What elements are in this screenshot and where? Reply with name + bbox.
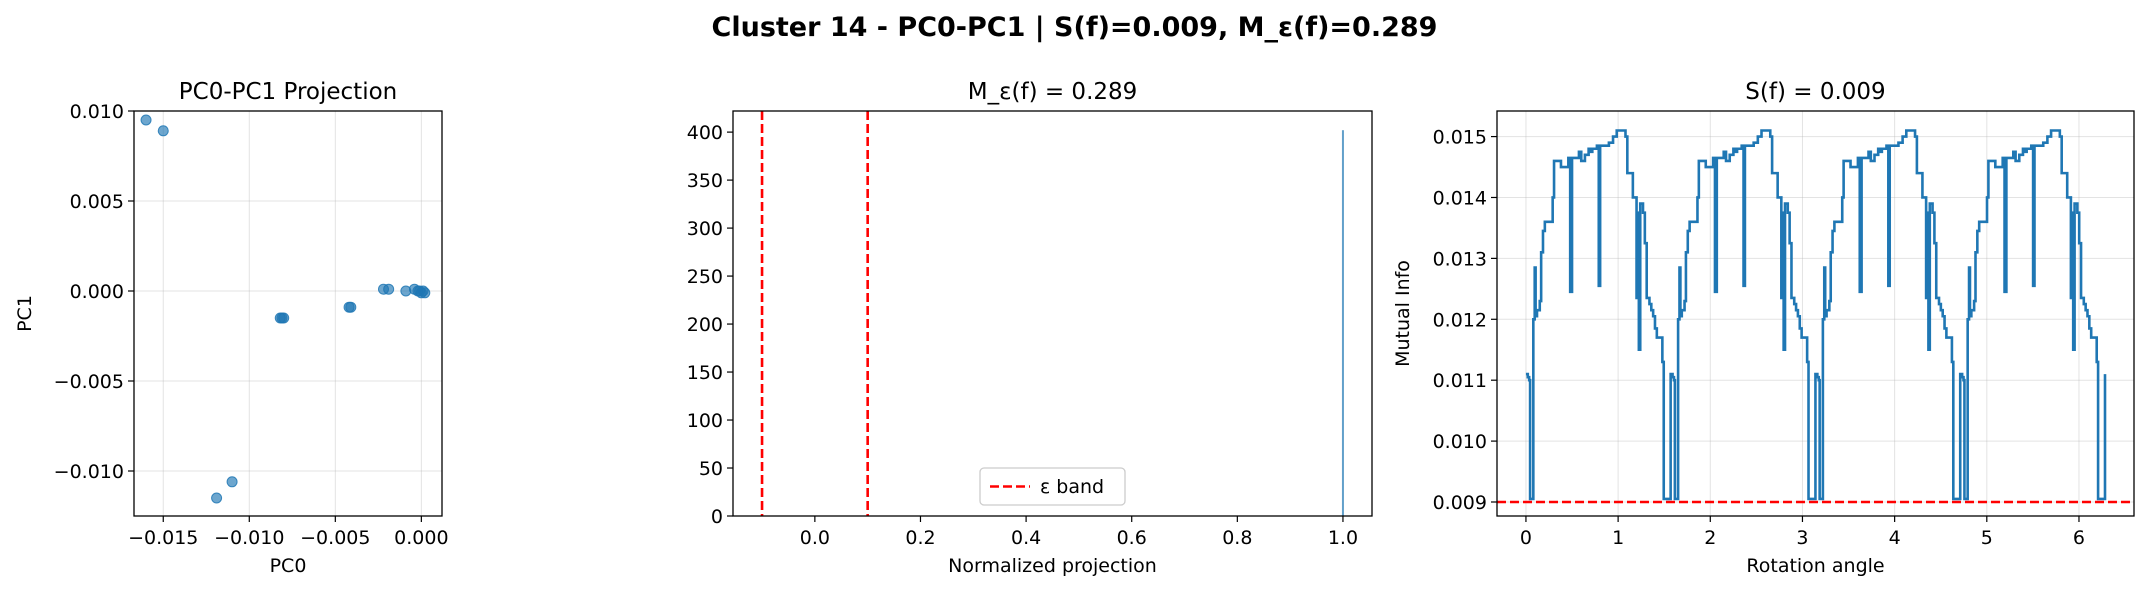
histogram-frame: [732, 110, 1373, 517]
mutual-info-ytick-label: 0.015: [1433, 127, 1487, 149]
mutual-info-frame: [1496, 110, 2135, 517]
scatter-xtick-label: −0.005: [300, 527, 370, 549]
mutual-info-xtick-label: 6: [2073, 527, 2085, 549]
scatter-grid: [134, 110, 442, 516]
scatter-point: [345, 301, 357, 313]
mutual-info-ytick-label: 0.014: [1433, 187, 1487, 209]
scatter-point: [157, 125, 169, 137]
scatter-xtick-label: −0.015: [128, 527, 198, 549]
mutual-info-ytick-label: 0.009: [1433, 492, 1487, 514]
histogram-xtick-label: 1.0: [1328, 527, 1358, 549]
figure-suptitle: Cluster 14 - PC0-PC1 | S(f)=0.009, M_ε(f…: [712, 12, 1438, 43]
scatter-ytick-label: 0.010: [70, 101, 124, 123]
scatter-ticks: −0.015 −0.010 −0.005 0.000 −0.010 −0.005 0.000…: [54, 101, 449, 549]
histogram-xtick-label: 0.6: [1117, 527, 1147, 549]
scatter-xtick-label: −0.010: [214, 527, 284, 549]
scatter-ytick-label: −0.010: [54, 461, 124, 483]
histogram-ytick-label: 50: [699, 458, 723, 480]
mutual-info-ytick-label: 0.013: [1433, 248, 1487, 270]
scatter-point: [140, 114, 152, 126]
legend-box: [979, 467, 1126, 506]
scatter-points: [140, 114, 431, 504]
mutual-info-xtick-label: 3: [1796, 527, 1808, 549]
scatter-xlabel: PC0: [270, 555, 307, 577]
scatter-title: PC0-PC1 Projection: [179, 79, 397, 105]
mutual-info-ticks: 0 1 2 3 4 5 6 0.009 0.010 0.011 0.012 0.013 0.014 0.0…: [1433, 127, 2085, 549]
histogram-ytick-label: 150: [687, 362, 723, 384]
mutual-info-xtick-label: 0: [1520, 527, 1532, 549]
histogram-ytick-label: 100: [687, 410, 723, 432]
histogram-bar: [1341, 130, 1344, 516]
histogram-ytick-label: 300: [687, 218, 723, 240]
mutual-info-ytick-label: 0.011: [1433, 370, 1487, 392]
histogram-ytick-label: 200: [687, 314, 723, 336]
mutual-info-title: S(f) = 0.009: [1745, 79, 1885, 105]
mutual-info-xtick-label: 1: [1612, 527, 1624, 549]
mutual-info-line: [1525, 129, 2107, 501]
mutual-info-xtick-label: 2: [1704, 527, 1716, 549]
mutual-info-panel: S(f) = 0.009 0 1 2 3 4 5 6 0.009 0.010 0.011 0.012…: [1392, 79, 2135, 577]
mutual-info-xtick-label: 5: [1981, 527, 1993, 549]
mutual-info-xtick-label: 4: [1889, 527, 1901, 549]
histogram-ytick-label: 350: [687, 170, 723, 192]
histogram-ytick-label: 400: [687, 122, 723, 144]
scatter-point: [226, 476, 238, 488]
mutual-info-ylabel: Mutual Info: [1392, 260, 1414, 367]
scatter-ytick-label: 0.000: [70, 281, 124, 303]
histogram-title: M_ε(f) = 0.289: [968, 79, 1138, 105]
scatter-ytick-label: −0.005: [54, 371, 124, 393]
scatter-frame: [133, 110, 443, 517]
scatter-xtick-label: 0.000: [394, 527, 448, 549]
scatter-point: [419, 287, 431, 299]
scatter-point: [383, 283, 395, 295]
scatter-point: [211, 492, 223, 504]
histogram-xtick-label: 0.8: [1222, 527, 1252, 549]
histogram-xtick-label: 0.0: [800, 527, 830, 549]
histogram-xtick-label: 0.2: [905, 527, 935, 549]
histogram-xtick-label: 0.4: [1011, 527, 1041, 549]
scatter-ylabel: PC1: [14, 295, 36, 332]
legend-label: ε band: [1040, 476, 1104, 498]
histogram-panel: M_ε(f) = 0.289 0.0 0.2 0.4 0.6 0.8 1.0 0 50 100 1…: [687, 79, 1373, 577]
mutual-info-ytick-label: 0.010: [1433, 431, 1487, 453]
histogram-ytick-label: 0: [711, 506, 723, 528]
histogram-ticks: 0.0 0.2 0.4 0.6 0.8 1.0 0 50 100 150 200 250 300 350 4…: [687, 122, 1358, 549]
epsilon-band-lines: [760, 111, 869, 516]
mutual-info-ytick-label: 0.012: [1433, 309, 1487, 331]
histogram-ytick-label: 250: [687, 266, 723, 288]
scatter-panel: PC0-PC1 Projection −0.015 −0.010 −0.005 0.0…: [14, 79, 449, 577]
histogram-xlabel: Normalized projection: [948, 555, 1157, 577]
scatter-point: [276, 312, 288, 324]
scatter-ytick-label: 0.005: [70, 191, 124, 213]
legend: ε band: [979, 467, 1126, 506]
histogram-bars: [1341, 130, 1344, 516]
mutual-info-xlabel: Rotation angle: [1746, 555, 1884, 577]
mutual-info-series: [1525, 129, 2107, 501]
